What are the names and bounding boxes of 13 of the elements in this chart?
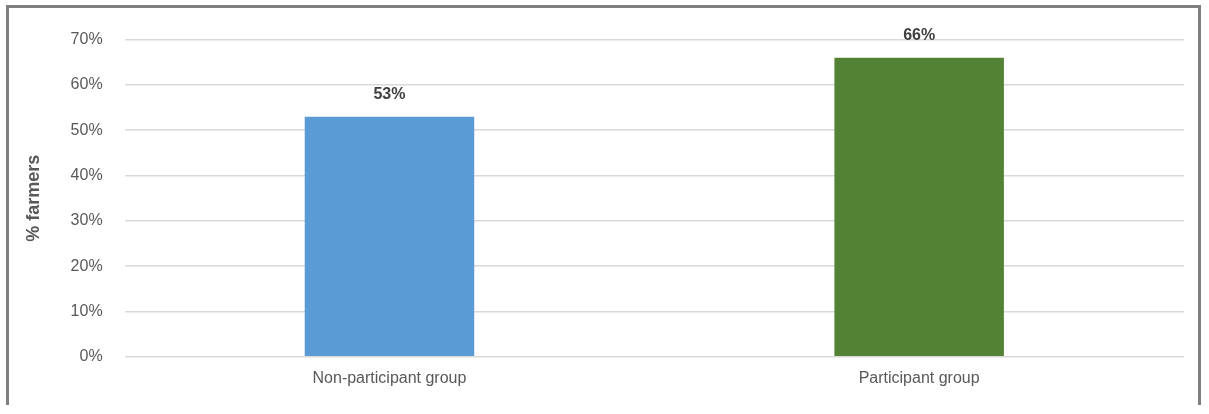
y-tick-label: 20% (70, 256, 103, 274)
y-tick-label: 0% (79, 347, 103, 365)
data-label: 53% (373, 85, 406, 103)
y-axis-title: % farmers (22, 154, 43, 242)
x-tick-label: Non-participant group (312, 368, 467, 386)
y-tick-label: 70% (70, 30, 103, 48)
y-tick-label: 50% (70, 120, 103, 138)
y-tick-label: 40% (70, 165, 103, 183)
y-tick-label: 60% (70, 75, 103, 93)
data-label: 66% (903, 26, 936, 44)
y-tick-label: 30% (70, 211, 103, 229)
x-tick-label: Participant group (858, 368, 980, 386)
y-tick-label: 10% (70, 301, 103, 319)
